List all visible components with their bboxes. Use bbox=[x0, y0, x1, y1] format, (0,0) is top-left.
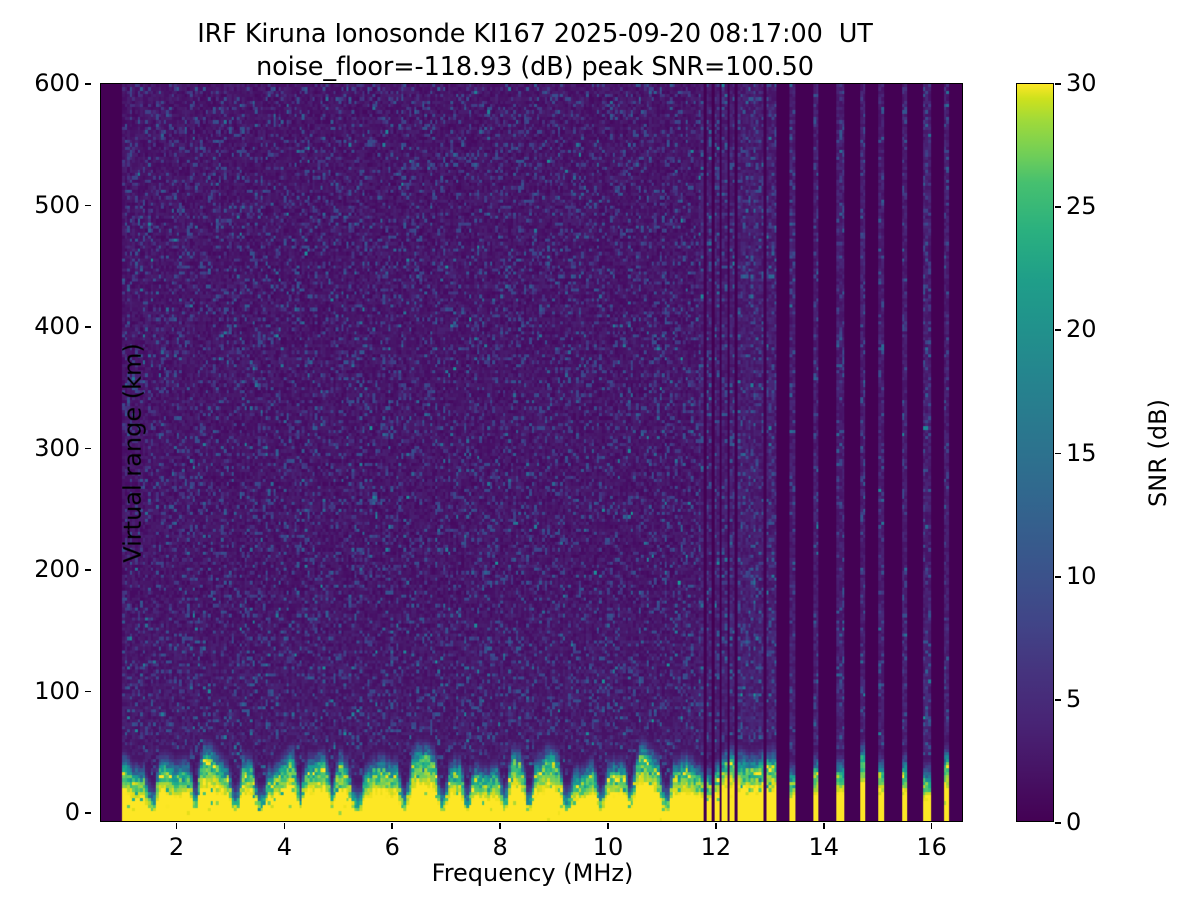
y-axis-label: Virtual range (km) bbox=[118, 342, 147, 563]
title-line-2: noise_floor=-118.93 (dB) peak SNR=100.50 bbox=[256, 52, 814, 83]
x-tick-label: 8 bbox=[492, 833, 508, 861]
colorbar-tick-mark bbox=[1055, 822, 1061, 824]
colorbar-label-wrap: SNR (dB) bbox=[1104, 83, 1200, 822]
colorbar-label: SNR (dB) bbox=[1143, 398, 1172, 507]
x-tick-mark bbox=[930, 823, 933, 829]
x-tick-mark bbox=[391, 823, 394, 829]
colorbar-tick-label: 5 bbox=[1066, 684, 1082, 713]
colorbar-tick-mark bbox=[1055, 452, 1061, 455]
x-tick-label: 4 bbox=[276, 833, 293, 861]
x-tick-mark bbox=[283, 823, 286, 829]
y-tick-mark bbox=[84, 447, 91, 450]
y-tick-mark bbox=[84, 690, 91, 693]
colorbar-tick-mark bbox=[1055, 329, 1061, 332]
colorbar-tick-label: 20 bbox=[1066, 315, 1097, 344]
colorbar-tick-label: 0 bbox=[1066, 808, 1082, 836]
colorbar-tick-mark bbox=[1055, 206, 1061, 209]
x-tick-label: 14 bbox=[808, 833, 840, 861]
title-line-1: IRF Kiruna Ionosonde KI167 2025-09-20 08… bbox=[197, 19, 873, 49]
y-tick-label: 400 bbox=[34, 312, 80, 341]
y-tick-mark bbox=[84, 83, 91, 85]
x-axis-label: Frequency (MHz) bbox=[431, 859, 634, 887]
colorbar-tick-label: 10 bbox=[1066, 561, 1097, 590]
y-tick-label: 300 bbox=[34, 433, 80, 462]
x-tick-mark bbox=[175, 823, 178, 829]
y-tick-mark bbox=[84, 204, 91, 207]
x-tick-mark bbox=[499, 823, 501, 829]
x-tick-label: 10 bbox=[592, 833, 624, 861]
colorbar-tick-mark bbox=[1055, 575, 1061, 578]
y-tick-label: 0 bbox=[64, 798, 80, 827]
colorbar-tick-mark bbox=[1055, 698, 1061, 701]
x-tick-mark bbox=[715, 823, 717, 829]
x-tick-mark bbox=[607, 823, 609, 829]
colorbar-tick-label: 30 bbox=[1066, 69, 1097, 97]
y-tick-label: 500 bbox=[34, 190, 80, 219]
colorbar: 0 5 10 15 20 25 30 bbox=[1016, 69, 1097, 836]
y-tick-label: 600 bbox=[34, 69, 80, 97]
colorbar-tick-label: 15 bbox=[1066, 438, 1097, 467]
plot-axes: 0 100 200 300 400 500 600 2 4 6 8 10 12 14 16 Virtual… bbox=[34, 69, 963, 887]
y-tick-label: 200 bbox=[34, 555, 80, 584]
y-tick-mark bbox=[84, 569, 91, 571]
colorbar-tick-mark bbox=[1055, 83, 1061, 85]
y-tick-label: 100 bbox=[34, 676, 80, 705]
figure-title: IRF Kiruna Ionosonde KI167 2025-09-20 08… bbox=[0, 18, 1070, 84]
ionogram-heatmap bbox=[101, 84, 962, 821]
y-tick-mark bbox=[84, 326, 91, 328]
x-tick-label: 16 bbox=[916, 833, 947, 861]
x-tick-label: 12 bbox=[700, 833, 732, 861]
x-tick-label: 6 bbox=[384, 833, 400, 861]
x-tick-mark bbox=[822, 823, 825, 829]
x-tick-label: 2 bbox=[168, 833, 185, 861]
colorbar-tick-label: 25 bbox=[1066, 192, 1097, 221]
y-tick-mark bbox=[84, 812, 91, 815]
